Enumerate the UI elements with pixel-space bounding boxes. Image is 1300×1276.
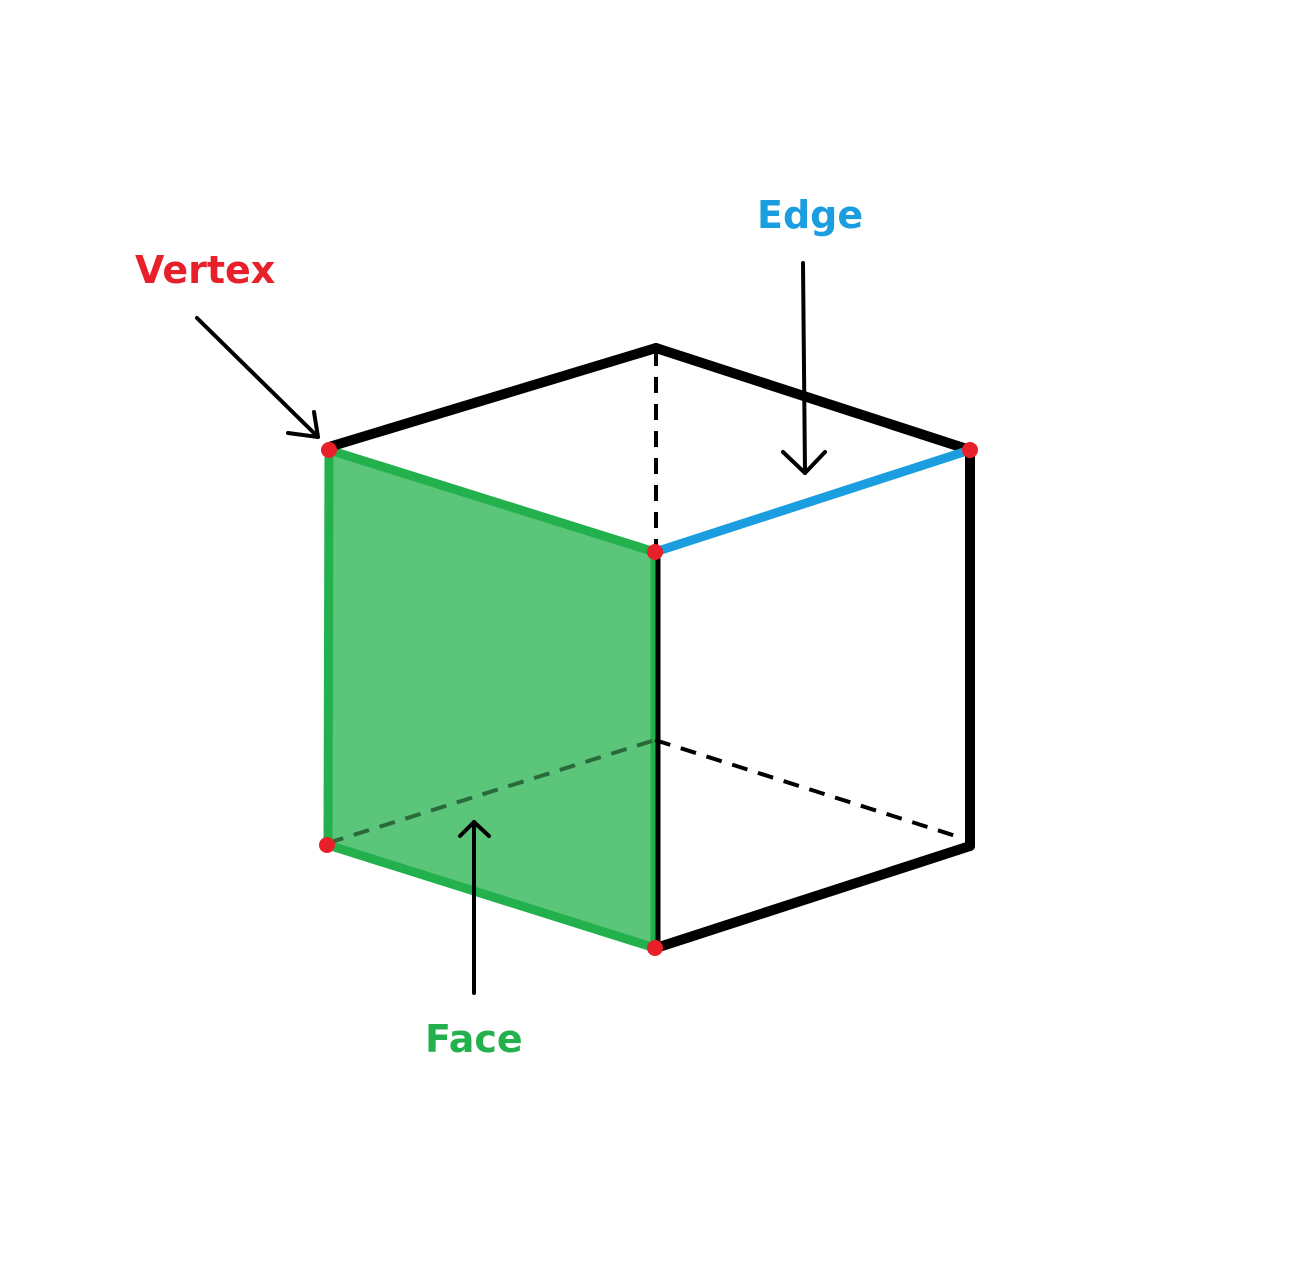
cube-edge-top-right [651, 343, 975, 455]
cube-edge-bottom-right [651, 841, 975, 953]
face-arrow [458, 820, 491, 995]
cube-edge-top-left [324, 343, 661, 452]
edge-arrow [781, 261, 827, 475]
hidden-edge-back-left [327, 738, 656, 845]
vertex-dot-top-left [321, 442, 337, 458]
edge-label: Edge [757, 193, 863, 237]
vertex-dot-right-top [962, 442, 978, 458]
vertex-dot-bottom-left [319, 837, 335, 853]
hidden-edge-back-right [654, 738, 963, 840]
vertex-dot-front-top [647, 544, 663, 560]
vertex-arrow [195, 316, 320, 439]
highlighted-face [323, 445, 660, 953]
vertex-dot-front-bottom [647, 940, 663, 956]
face-label: Face [425, 1017, 523, 1061]
highlighted-edge [650, 445, 975, 557]
vertex-label: Vertex [135, 248, 275, 292]
